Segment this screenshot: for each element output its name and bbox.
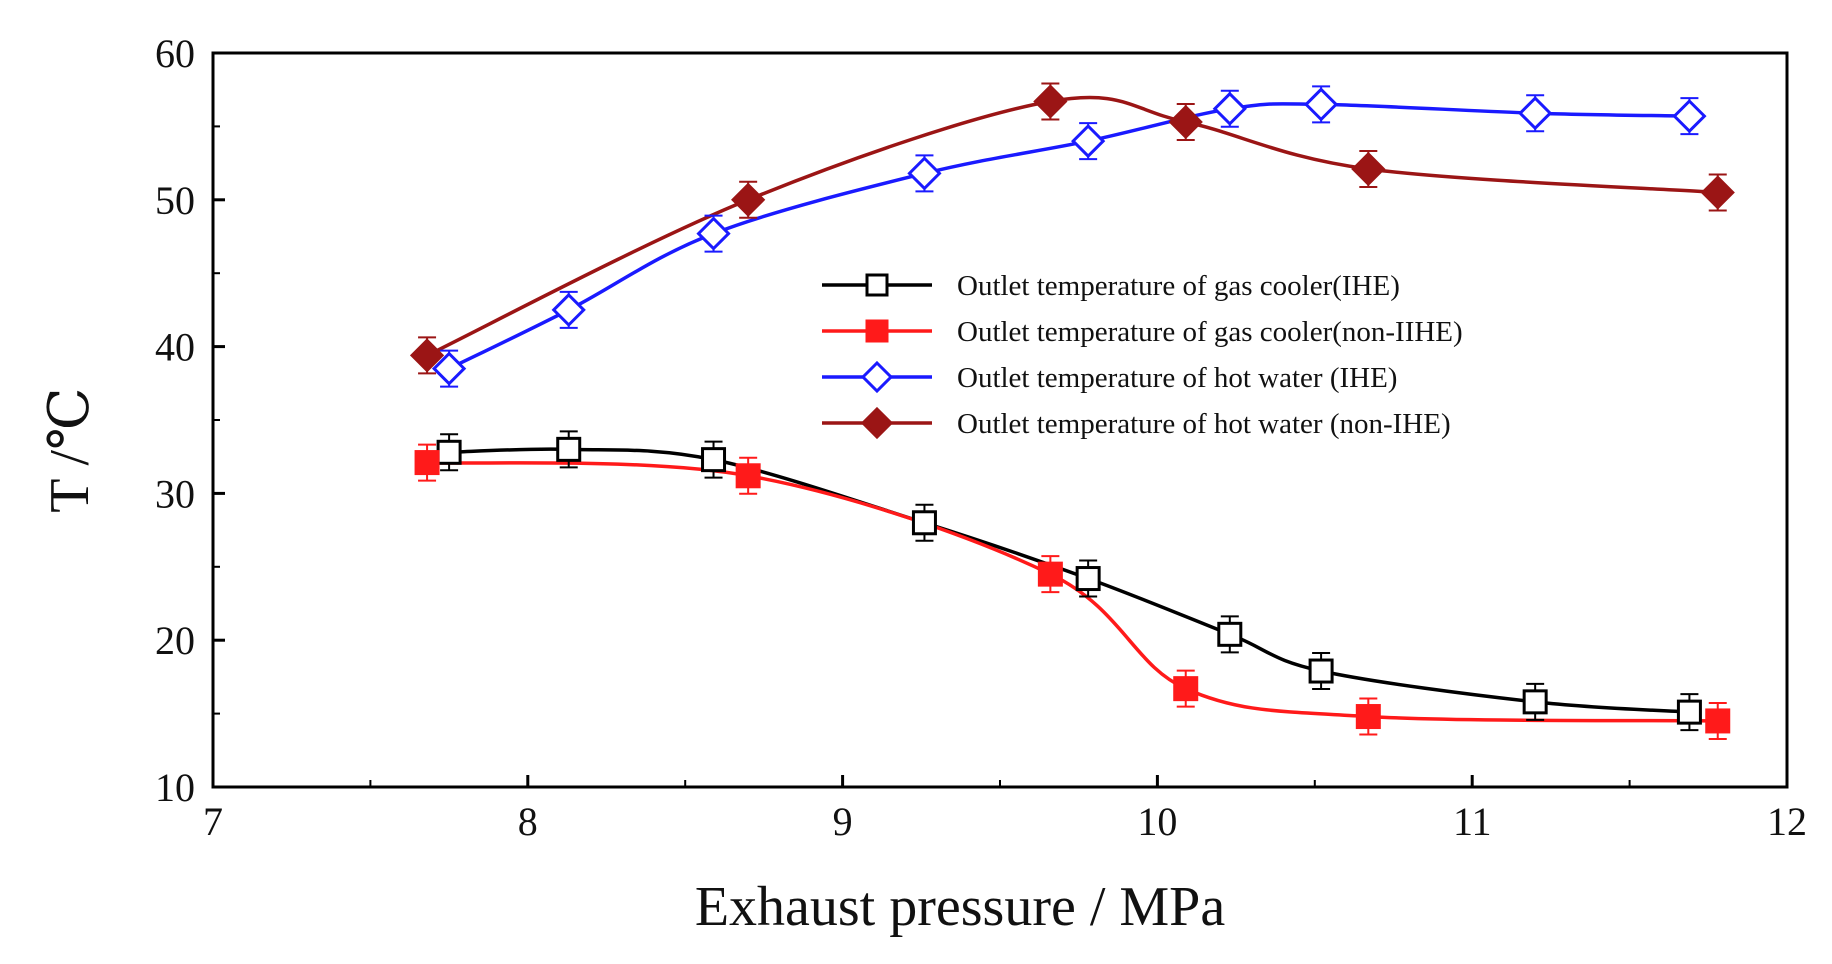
data-point [1168, 104, 1203, 140]
data-point [1308, 658, 1334, 684]
x-tick-label: 9 [833, 799, 853, 844]
legend-label: Outlet temperature of hot water (non-IHE… [957, 408, 1451, 440]
data-point [1676, 699, 1702, 725]
axes: 7 8 9 10 11 12 10 20 30 40 50 60 [155, 31, 1807, 844]
series-line [426, 95, 1718, 357]
x-tick-label: 10 [1137, 799, 1177, 844]
data-point [911, 510, 937, 536]
data-point [1700, 175, 1735, 210]
data-point [414, 450, 440, 476]
series-line [449, 447, 1690, 714]
data-point [1303, 87, 1339, 122]
data-point [431, 351, 467, 386]
data-point [1037, 561, 1063, 587]
y-tick-label: 20 [155, 618, 195, 663]
y-tick-label: 40 [155, 325, 195, 370]
data-point [907, 156, 942, 191]
data-point [1351, 151, 1386, 187]
data-point [701, 447, 727, 473]
data-point [1075, 566, 1101, 592]
x-axis-title: Exhaust pressure / MPa [695, 876, 1226, 938]
y-tick-label: 30 [155, 471, 195, 516]
data-point [1212, 91, 1247, 126]
data-point [735, 463, 761, 489]
y-axis-title: T /℃ [39, 387, 101, 512]
legend-marker [865, 273, 889, 297]
data-point [1217, 621, 1243, 647]
data-point [1518, 96, 1553, 131]
data-point [731, 182, 766, 217]
data-point [551, 292, 586, 328]
data-point [696, 216, 731, 251]
data-point [1705, 708, 1731, 734]
y-tick-label: 60 [155, 31, 195, 76]
series-line [427, 460, 1718, 723]
series-markers [409, 82, 1735, 740]
series-lines [426, 95, 1718, 723]
data-point [1033, 84, 1068, 119]
x-tick-label: 11 [1453, 799, 1492, 844]
data-point [556, 436, 582, 462]
data-point [1355, 704, 1381, 730]
data-point [436, 439, 462, 465]
x-tick-label: 7 [203, 799, 223, 844]
data-point [1672, 99, 1707, 134]
data-point [1522, 689, 1548, 715]
legend-marker [860, 360, 894, 394]
data-point [1173, 676, 1199, 702]
y-tick-label: 50 [155, 178, 195, 223]
legend-marker [860, 406, 894, 440]
data-point [409, 338, 445, 373]
legend-label: Outlet temperature of hot water (IHE) [957, 362, 1397, 394]
legend-marker [865, 319, 889, 343]
legend: Outlet temperature of gas cooler(IHE) Out… [822, 270, 1463, 440]
legend-label: Outlet temperature of gas cooler(IHE) [957, 270, 1400, 302]
legend-label: Outlet temperature of gas cooler(non-IIH… [957, 316, 1463, 348]
x-tick-label: 12 [1767, 799, 1807, 844]
x-tick-label: 8 [518, 799, 538, 844]
data-point [1071, 123, 1106, 159]
y-tick-label: 10 [155, 765, 195, 810]
